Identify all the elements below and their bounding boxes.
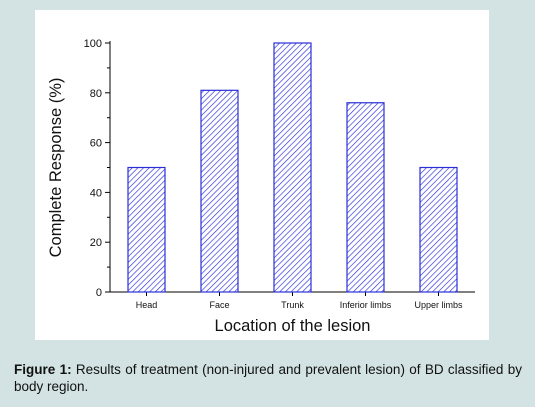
bar: [346, 102, 385, 293]
y-tick-label: 60: [90, 138, 102, 150]
x-tick-label: Head: [136, 300, 158, 310]
x-tick-label: Inferior limbs: [340, 300, 392, 310]
chart-panel: 0 20 40 60 80 100 Head Face Trunk Inferior limbs U…: [35, 10, 489, 340]
bar-chart: 0 20 40 60 80 100 Head Face Trunk Inferior limbs U…: [47, 38, 475, 335]
bars: [127, 42, 458, 293]
y-tick-label: 80: [90, 88, 102, 100]
bar: [419, 166, 458, 293]
y-tick-label: 20: [90, 237, 102, 249]
bar: [127, 166, 166, 293]
labels: 0 20 40 60 80 100 Head Face Trunk Inferior limbs U…: [47, 38, 463, 335]
y-tick-label: 100: [84, 38, 102, 50]
x-tick-label: Trunk: [281, 300, 304, 310]
x-tick-label: Upper limbs: [414, 300, 463, 310]
y-tick-label: 40: [90, 187, 102, 199]
figure-caption: Figure 1: Results of treatment (non-inju…: [14, 361, 522, 395]
caption-label: Figure 1:: [14, 362, 72, 377]
y-axis-title: Complete Response (%): [47, 78, 65, 258]
x-axis-title: Location of the lesion: [215, 317, 371, 335]
y-tick-label: 0: [96, 287, 102, 299]
axes: [105, 41, 475, 296]
x-tick-label: Face: [209, 300, 229, 310]
caption-text: Results of treatment (non-injured and pr…: [14, 362, 522, 394]
bar: [273, 42, 312, 293]
bar: [200, 89, 239, 293]
